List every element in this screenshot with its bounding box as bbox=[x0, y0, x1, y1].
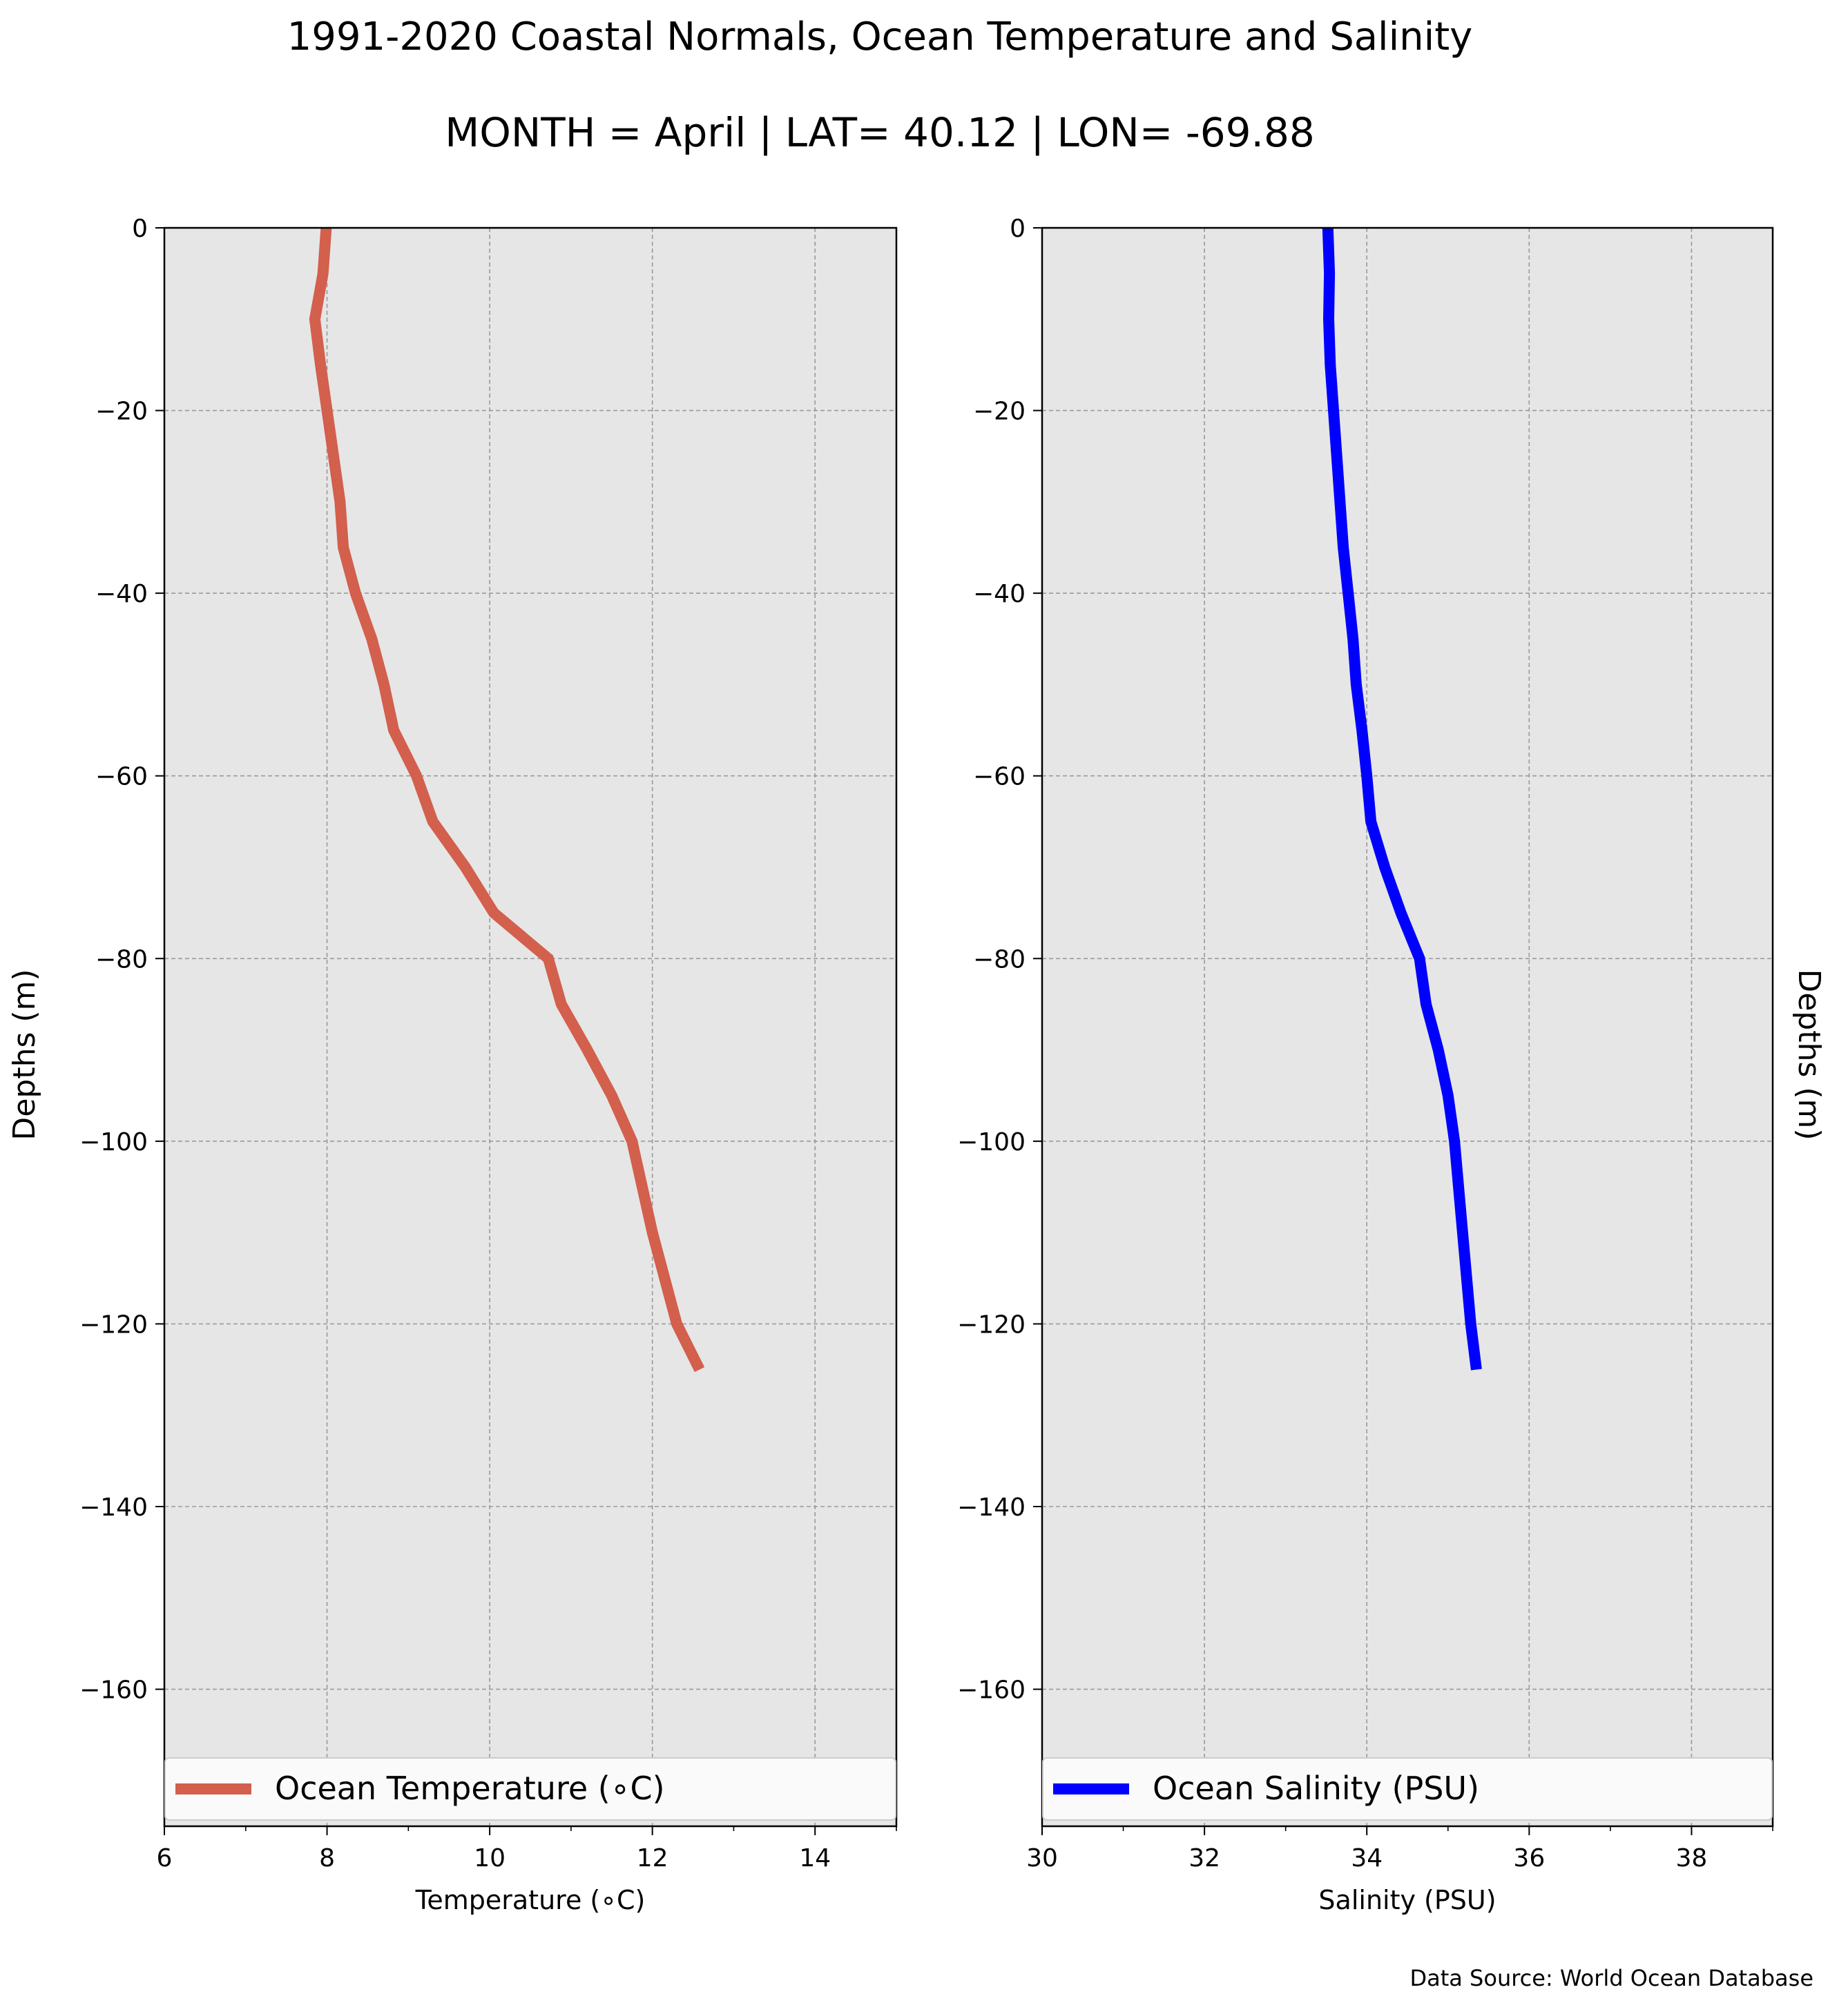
temp-series-line bbox=[309, 227, 705, 1373]
sal-y-tick-label: −60 bbox=[973, 763, 1026, 791]
temperature-panel: 6 8 10 12 14 0 −20 −40 −60 −80 −100 −120 −140 −160 Tem… bbox=[7, 215, 898, 1915]
temp-y-tick-label: 0 bbox=[132, 215, 148, 243]
temp-plot-area bbox=[164, 228, 896, 1826]
temp-x-tick-label: 12 bbox=[637, 1844, 668, 1873]
temp-y-tick-label: −40 bbox=[95, 580, 148, 608]
sal-y-tick-label: −80 bbox=[973, 945, 1026, 974]
sal-y-tick-label: −120 bbox=[957, 1310, 1026, 1339]
sal-y-tick-label: −40 bbox=[973, 580, 1026, 608]
sal-legend: Ocean Salinity (PSU) bbox=[1042, 1757, 1773, 1821]
sal-x-tick-label: 32 bbox=[1188, 1844, 1220, 1873]
data-source-note: Data Source: World Ocean Database bbox=[1409, 1965, 1813, 1991]
temp-legend: Ocean Temperature (∘C) bbox=[164, 1757, 896, 1821]
temp-x-axis-label: Temperature (∘C) bbox=[415, 1885, 646, 1915]
sal-x-tick-label: 30 bbox=[1026, 1844, 1058, 1873]
sal-y-axis-label: Depths (m) bbox=[1791, 969, 1827, 1140]
sal-plot-area bbox=[1042, 228, 1773, 1826]
temp-y-axis-label: Depths (m) bbox=[7, 969, 42, 1140]
temp-x-tick-label: 6 bbox=[157, 1844, 173, 1873]
sal-legend-label: Ocean Salinity (PSU) bbox=[1153, 1770, 1479, 1807]
sal-y-tick-label: −100 bbox=[957, 1128, 1026, 1157]
sal-x-tick-label: 36 bbox=[1513, 1844, 1545, 1873]
sal-y-tick-label: 0 bbox=[1010, 215, 1026, 243]
temp-y-tick-label: −140 bbox=[79, 1493, 148, 1522]
temp-axes-frame bbox=[163, 226, 898, 1828]
temp-x-tick-label: 8 bbox=[319, 1844, 335, 1873]
temp-y-tick-label: −20 bbox=[95, 398, 148, 426]
temp-x-tick-label: 10 bbox=[474, 1844, 506, 1873]
temp-y-tick-label: −80 bbox=[95, 945, 148, 974]
sal-legend-box bbox=[1042, 1757, 1773, 1821]
temp-legend-box bbox=[164, 1757, 896, 1821]
chart-title: 1991-2020 Coastal Normals, Ocean Tempera… bbox=[287, 14, 1473, 59]
sal-axes-frame bbox=[1041, 226, 1774, 1828]
temp-y-tick-label: −60 bbox=[95, 763, 148, 791]
salinity-panel: 30 32 34 36 38 0 −20 −40 −60 −80 −100 −120 −140 −160 S… bbox=[957, 215, 1827, 1915]
sal-y-tick-label: −160 bbox=[957, 1676, 1026, 1705]
sal-y-tick-label: −20 bbox=[973, 398, 1026, 426]
sal-x-tick-label: 34 bbox=[1351, 1844, 1383, 1873]
sal-x-axis-label: Salinity (PSU) bbox=[1318, 1885, 1496, 1915]
sal-series-line bbox=[1322, 227, 1482, 1371]
temp-y-tick-label: −120 bbox=[79, 1310, 148, 1339]
temp-legend-label: Ocean Temperature (∘C) bbox=[275, 1770, 665, 1807]
chart-subtitle: MONTH = April | LAT= 40.12 | LON= -69.88 bbox=[445, 109, 1315, 156]
sal-x-tick-label: 38 bbox=[1676, 1844, 1708, 1873]
temp-x-tick-label: 14 bbox=[799, 1844, 831, 1873]
temp-y-tick-label: −100 bbox=[79, 1128, 148, 1157]
temp-y-tick-label: −160 bbox=[79, 1676, 148, 1705]
sal-y-tick-label: −140 bbox=[957, 1493, 1026, 1522]
